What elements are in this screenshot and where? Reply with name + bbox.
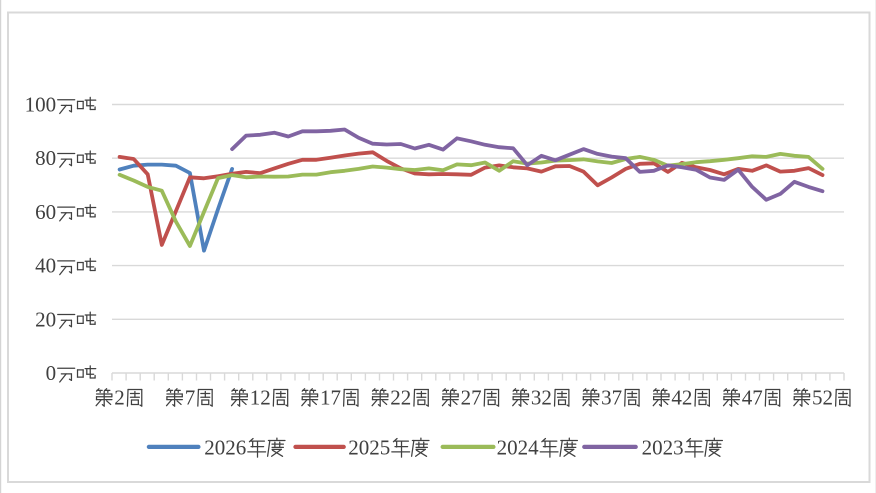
svg-text:20: 20 (35, 307, 56, 331)
svg-text:12: 12 (250, 386, 271, 410)
svg-text:2026: 2026 (204, 435, 246, 459)
svg-text:2023: 2023 (642, 435, 684, 459)
svg-text:27: 27 (461, 386, 482, 410)
svg-text:22: 22 (390, 386, 411, 410)
svg-text:17: 17 (320, 386, 341, 410)
svg-text:2: 2 (114, 386, 125, 410)
svg-text:100: 100 (25, 93, 56, 117)
svg-text:37: 37 (601, 386, 622, 410)
svg-text:40: 40 (35, 254, 56, 278)
svg-text:2024: 2024 (497, 435, 539, 459)
svg-text:60: 60 (35, 200, 56, 224)
svg-text:80: 80 (35, 146, 56, 170)
svg-text:52: 52 (812, 386, 833, 410)
svg-text:0: 0 (46, 361, 57, 385)
svg-text:2025: 2025 (348, 435, 390, 459)
svg-text:32: 32 (531, 386, 552, 410)
svg-text:7: 7 (185, 386, 196, 410)
svg-text:47: 47 (742, 386, 763, 410)
svg-text:42: 42 (671, 386, 692, 410)
